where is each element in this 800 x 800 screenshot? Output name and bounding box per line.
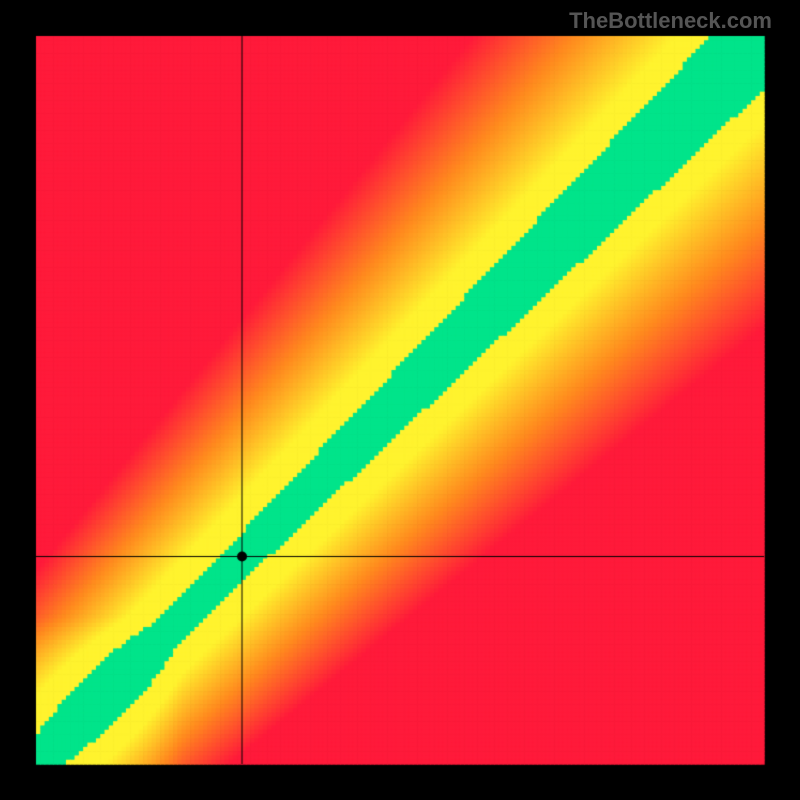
watermark-text: TheBottleneck.com	[569, 8, 772, 34]
bottleneck-heatmap	[0, 0, 800, 800]
chart-container: { "watermark": { "text": "TheBottleneck.…	[0, 0, 800, 800]
